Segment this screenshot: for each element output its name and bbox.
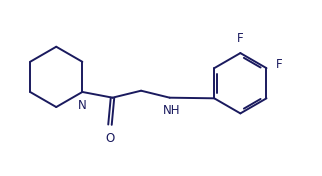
Text: F: F: [237, 32, 244, 45]
Text: NH: NH: [163, 104, 180, 117]
Text: F: F: [275, 58, 282, 71]
Text: N: N: [78, 99, 87, 112]
Text: O: O: [105, 132, 115, 145]
